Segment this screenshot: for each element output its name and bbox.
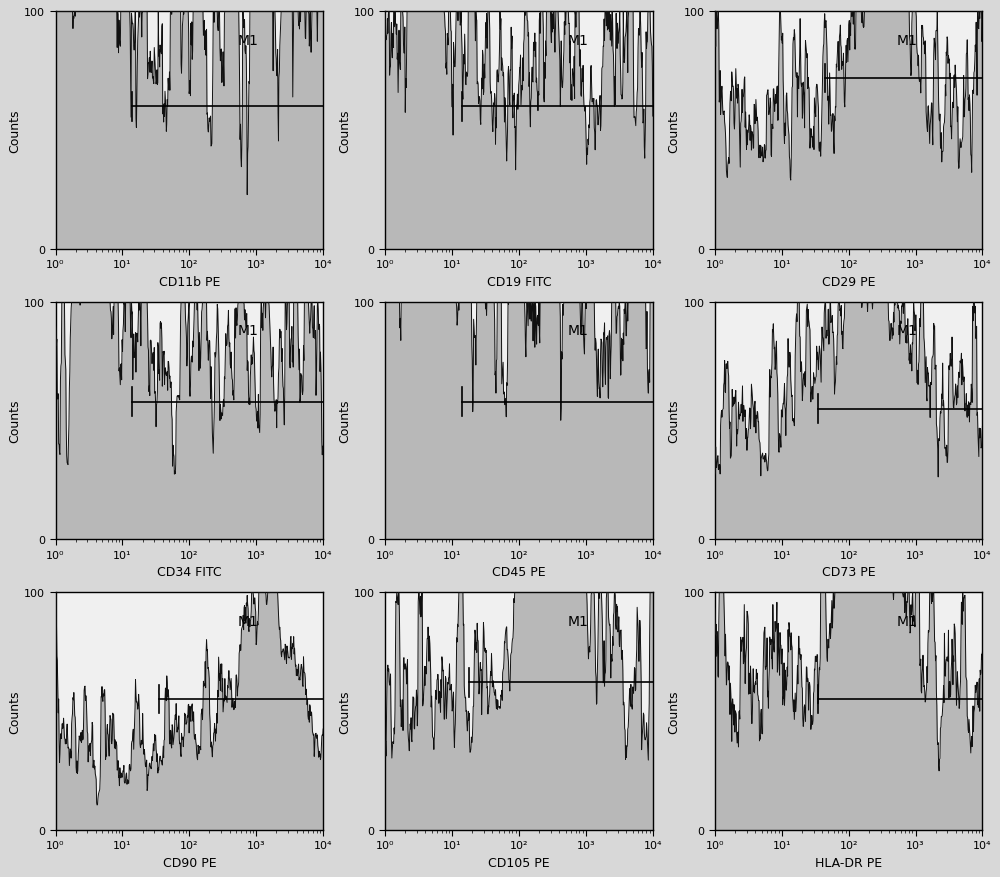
Text: M1: M1 — [567, 614, 588, 628]
X-axis label: HLA-DR PE: HLA-DR PE — [815, 856, 882, 869]
Y-axis label: Counts: Counts — [338, 689, 351, 733]
Y-axis label: Counts: Counts — [668, 399, 681, 443]
Text: M1: M1 — [897, 614, 918, 628]
X-axis label: CD90 PE: CD90 PE — [163, 856, 216, 869]
Y-axis label: Counts: Counts — [8, 689, 21, 733]
X-axis label: CD11b PE: CD11b PE — [159, 275, 220, 289]
X-axis label: CD34 FITC: CD34 FITC — [157, 566, 222, 579]
Text: M1: M1 — [897, 34, 918, 48]
X-axis label: CD73 PE: CD73 PE — [822, 566, 875, 579]
Text: M1: M1 — [567, 324, 588, 338]
X-axis label: CD29 PE: CD29 PE — [822, 275, 875, 289]
Y-axis label: Counts: Counts — [338, 399, 351, 443]
Y-axis label: Counts: Counts — [8, 399, 21, 443]
Text: M1: M1 — [897, 324, 918, 338]
Text: M1: M1 — [238, 614, 259, 628]
X-axis label: CD45 PE: CD45 PE — [492, 566, 546, 579]
Text: M1: M1 — [238, 324, 259, 338]
Text: M1: M1 — [238, 34, 259, 48]
X-axis label: CD19 FITC: CD19 FITC — [487, 275, 551, 289]
Y-axis label: Counts: Counts — [668, 689, 681, 733]
Text: M1: M1 — [567, 34, 588, 48]
Y-axis label: Counts: Counts — [338, 110, 351, 153]
Y-axis label: Counts: Counts — [8, 110, 21, 153]
Y-axis label: Counts: Counts — [668, 110, 681, 153]
X-axis label: CD105 PE: CD105 PE — [488, 856, 550, 869]
